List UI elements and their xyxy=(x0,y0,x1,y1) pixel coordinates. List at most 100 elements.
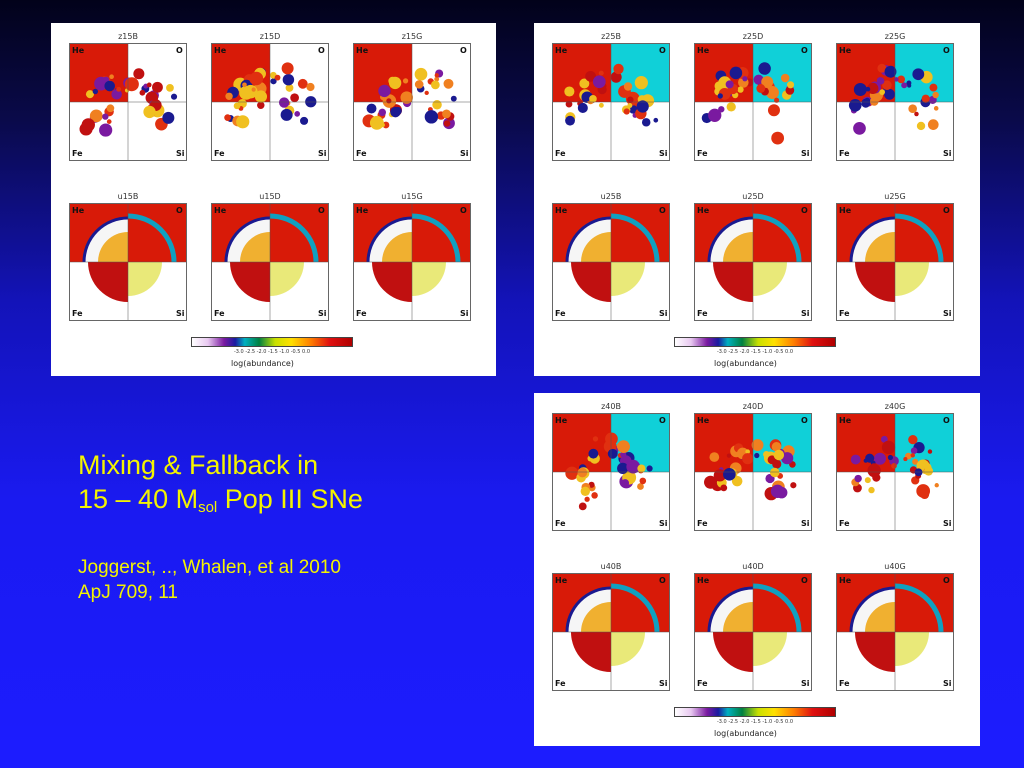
quadrant-label-bl: Fe xyxy=(214,149,225,158)
panel-u25g: u25G He O Fe Si xyxy=(836,192,954,321)
quadrant-label-br: Si xyxy=(943,679,952,688)
abundance-map xyxy=(836,203,954,321)
panel-title: z25G xyxy=(884,32,906,41)
citation-authors: Joggerst, .., Whalen, et al 2010 xyxy=(78,557,341,578)
quadrant-label-bl: Fe xyxy=(555,149,566,158)
panel-z25b: z25B He O Fe Si xyxy=(552,32,670,161)
panel-title: z15D xyxy=(259,32,281,41)
quadrant-label-bl: Fe xyxy=(555,679,566,688)
quadrant-label-tr: O xyxy=(659,46,666,55)
panel-title: z25D xyxy=(742,32,764,41)
quadrant-label-bl: Fe xyxy=(697,519,708,528)
quadrant-label-tl: He xyxy=(697,206,710,215)
abundance-map xyxy=(694,413,812,531)
colorbar-label: log(abundance) xyxy=(714,729,777,738)
colorbar-ticks: -3.0 -2.5 -2.0 -1.5 -1.0 -0.5 0.0 xyxy=(233,349,311,355)
quadrant-label-bl: Fe xyxy=(214,309,225,318)
quadrant-label-tr: O xyxy=(801,206,808,215)
panel-title: u15D xyxy=(259,192,281,201)
panel-title: z40G xyxy=(884,402,906,411)
abundance-map xyxy=(552,203,670,321)
quadrant-label-tl: He xyxy=(555,46,568,55)
quadrant-label-tr: O xyxy=(801,416,808,425)
abundance-map xyxy=(211,43,329,161)
quadrant-label-tr: O xyxy=(176,206,183,215)
figure-25msol: z25B He O Fe Si z25D He O Fe Si z25G He O Fe Si u25B He O… xyxy=(534,23,980,376)
panel-u15d: u15D He O Fe Si xyxy=(211,192,329,321)
abundance-map xyxy=(69,203,187,321)
quadrant-label-bl: Fe xyxy=(697,149,708,158)
quadrant-label-br: Si xyxy=(176,149,185,158)
quadrant-label-br: Si xyxy=(318,149,327,158)
quadrant-label-tr: O xyxy=(659,576,666,585)
slide-title: Mixing & Fallback in 15 – 40 Msol Pop II… xyxy=(78,448,363,525)
quadrant-label-br: Si xyxy=(801,519,810,528)
quadrant-label-tr: O xyxy=(943,206,950,215)
quadrant-label-tr: O xyxy=(943,416,950,425)
panel-z40d: z40D He O Fe Si xyxy=(694,402,812,531)
quadrant-label-tr: O xyxy=(943,576,950,585)
colorbar-ticks: -3.0 -2.5 -2.0 -1.5 -1.0 -0.5 0.0 xyxy=(716,349,794,355)
quadrant-label-bl: Fe xyxy=(356,149,367,158)
panel-z25d: z25D He O Fe Si xyxy=(694,32,812,161)
quadrant-label-br: Si xyxy=(943,149,952,158)
quadrant-label-bl: Fe xyxy=(839,679,850,688)
quadrant-label-tl: He xyxy=(555,206,568,215)
panel-title: u25G xyxy=(884,192,906,201)
quadrant-label-br: Si xyxy=(659,309,668,318)
colorbar-ticks: -3.0 -2.5 -2.0 -1.5 -1.0 -0.5 0.0 xyxy=(716,719,794,725)
panel-title: z40B xyxy=(601,402,621,411)
quadrant-label-tl: He xyxy=(839,46,852,55)
panel-title: u40G xyxy=(884,562,906,571)
panel-z15b: z15B He O Fe Si xyxy=(69,32,187,161)
quadrant-label-tr: O xyxy=(176,46,183,55)
quadrant-label-br: Si xyxy=(801,309,810,318)
quadrant-label-tr: O xyxy=(460,206,467,215)
abundance-map xyxy=(694,203,812,321)
panel-title: u15G xyxy=(401,192,423,201)
panel-z15d: z15D He O Fe Si xyxy=(211,32,329,161)
panel-u15g: u15G He O Fe Si xyxy=(353,192,471,321)
figure-40msol: z40B He O Fe Si z40D He O Fe Si z40G He O Fe Si u40B He O… xyxy=(534,393,980,746)
colorbar xyxy=(674,337,836,347)
title-sub: sol xyxy=(198,499,218,516)
quadrant-label-tl: He xyxy=(839,416,852,425)
quadrant-label-br: Si xyxy=(801,679,810,688)
quadrant-label-br: Si xyxy=(801,149,810,158)
abundance-map xyxy=(694,573,812,691)
panel-title: z15B xyxy=(118,32,138,41)
panel-z25g: z25G He O Fe Si xyxy=(836,32,954,161)
quadrant-label-br: Si xyxy=(659,679,668,688)
quadrant-label-tr: O xyxy=(318,46,325,55)
quadrant-label-br: Si xyxy=(943,309,952,318)
quadrant-label-br: Si xyxy=(176,309,185,318)
figure-15msol: z15B He O Fe Si z15D He O Fe Si z15G He O Fe Si u15B He O… xyxy=(51,23,496,376)
abundance-map xyxy=(211,203,329,321)
title-post: Pop III SNe xyxy=(217,484,363,514)
panel-u25b: u25B He O Fe Si xyxy=(552,192,670,321)
colorbar-label: log(abundance) xyxy=(231,359,294,368)
panel-z40b: z40B He O Fe Si xyxy=(552,402,670,531)
panel-u15b: u15B He O Fe Si xyxy=(69,192,187,321)
quadrant-label-bl: Fe xyxy=(697,679,708,688)
quadrant-label-tl: He xyxy=(72,46,85,55)
quadrant-label-tr: O xyxy=(460,46,467,55)
quadrant-label-tl: He xyxy=(697,416,710,425)
quadrant-label-tl: He xyxy=(555,576,568,585)
abundance-map xyxy=(69,43,187,161)
quadrant-label-br: Si xyxy=(659,149,668,158)
panel-title: u40D xyxy=(742,562,764,571)
colorbar xyxy=(191,337,353,347)
quadrant-label-tl: He xyxy=(214,46,227,55)
quadrant-label-tr: O xyxy=(801,46,808,55)
quadrant-label-tl: He xyxy=(839,576,852,585)
abundance-map xyxy=(836,413,954,531)
panel-z40g: z40G He O Fe Si xyxy=(836,402,954,531)
quadrant-label-bl: Fe xyxy=(555,309,566,318)
panel-u40b: u40B He O Fe Si xyxy=(552,562,670,691)
quadrant-label-tr: O xyxy=(318,206,325,215)
quadrant-label-tl: He xyxy=(839,206,852,215)
quadrant-label-br: Si xyxy=(460,149,469,158)
quadrant-label-bl: Fe xyxy=(839,309,850,318)
panel-title: z40D xyxy=(742,402,764,411)
